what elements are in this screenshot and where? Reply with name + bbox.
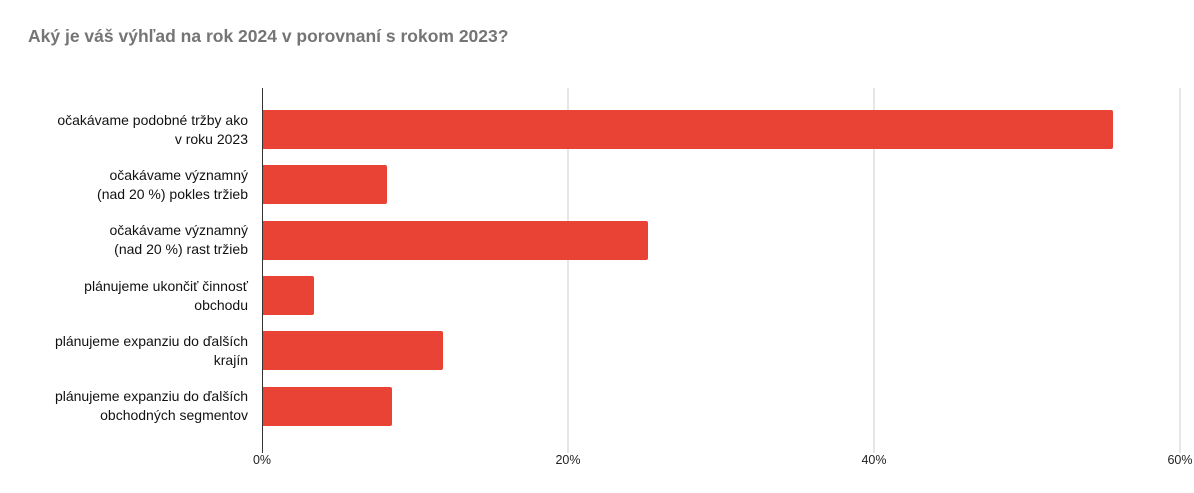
category-label: plánujeme expanziu do ďalších obchodných… [54,388,248,424]
bar[interactable] [262,386,393,426]
chart-row: plánujeme expanziu do ďalších krajín [0,323,1180,378]
x-axis-tick-label: 0% [252,453,272,467]
x-axis: 0% 20% 40% 60% [253,453,1193,469]
bar[interactable] [262,331,443,371]
chart-row: plánujeme ukončiť činnosť obchodu [0,268,1180,323]
gridline-20pct [567,88,569,453]
rows: očakávame podobné tržby ako v roku 2023 … [0,88,1180,448]
bar[interactable] [262,110,1113,150]
bar[interactable] [262,220,648,260]
plot-area: očakávame podobné tržby ako v roku 2023 … [0,88,1181,453]
chart-row: očakávame významný (nad 20 %) rast tržie… [0,213,1180,268]
x-axis-tick-label: 20% [555,453,581,467]
category-label: očakávame významný (nad 20 %) rast tržie… [109,222,248,258]
y-axis-baseline [262,88,263,453]
bar-track [262,165,1180,205]
category-label: plánujeme expanziu do ďalších krajín [54,333,248,368]
bar-track [262,276,1180,316]
gridline-40pct [873,88,875,453]
x-axis-tick-label: 60% [1167,453,1193,467]
gridlines [262,88,1181,453]
x-axis-tick-label: 40% [861,453,887,467]
category-label: očakávame významný (nad 20 %) pokles trž… [97,167,248,202]
category-label: očakávame podobné tržby ako v roku 2023 [57,111,248,147]
chart-row: plánujeme expanziu do ďalších obchodných… [0,379,1180,434]
bar[interactable] [262,276,315,316]
bar[interactable] [262,165,388,205]
chart-title: Aký je váš výhľad na rok 2024 v porovnan… [28,26,509,46]
bar-track [262,110,1180,150]
bar-track [262,331,1180,371]
category-label: plánujeme ukončiť činnosť obchodu [84,277,248,313]
gridline-60pct [1179,88,1181,453]
bar-track [262,220,1180,260]
bar-track [262,386,1180,426]
chart-row: očakávame významný (nad 20 %) pokles trž… [0,157,1180,212]
chart-row: očakávame podobné tržby ako v roku 2023 [0,102,1180,157]
